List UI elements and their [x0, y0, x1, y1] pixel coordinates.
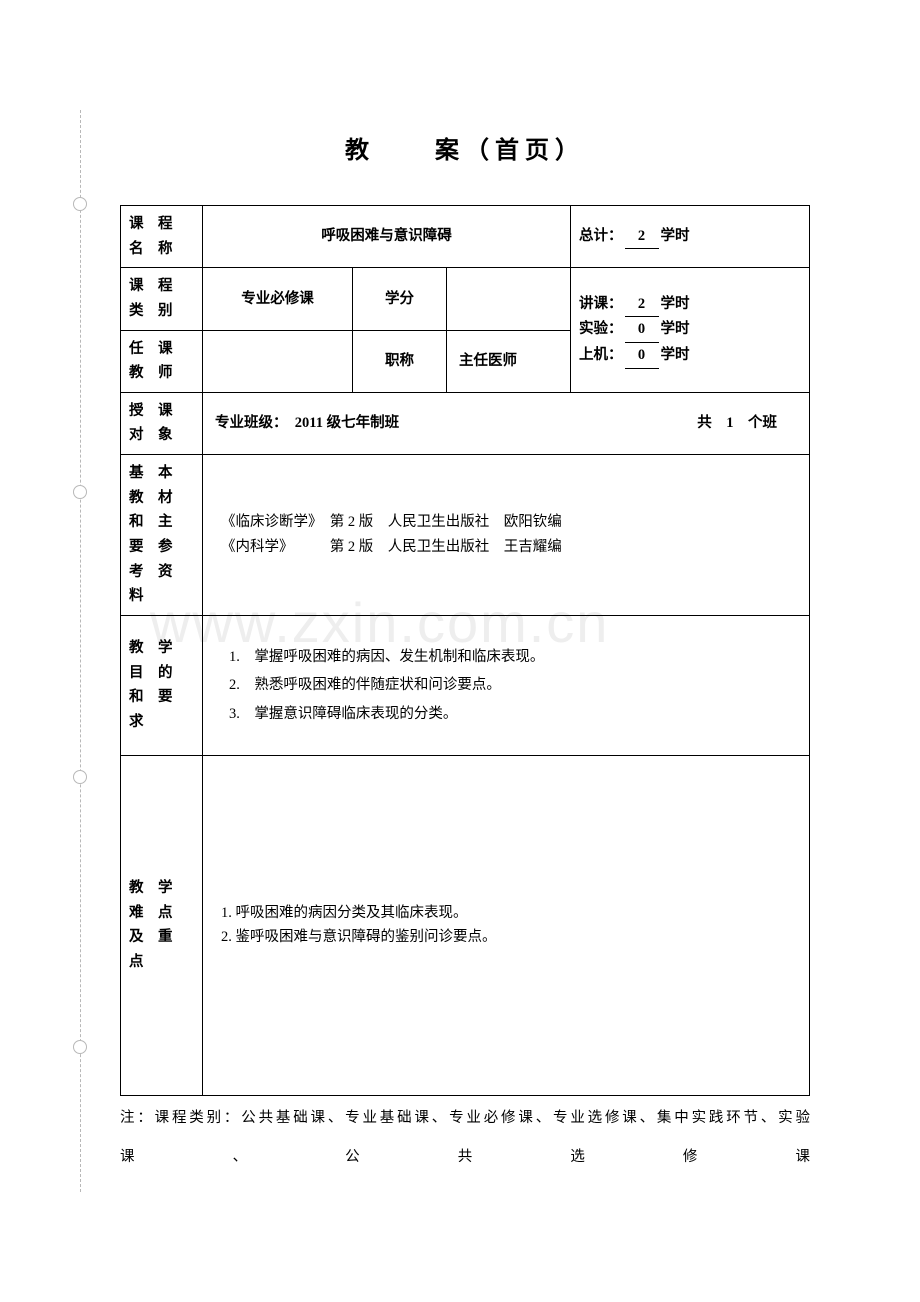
binding-dashed-line	[80, 110, 81, 1192]
binding-ring	[73, 485, 87, 499]
table-row: 基 本 教 材 和 主 要 参 考 资 料 《临床诊断学》 第 2 版 人民卫生…	[121, 455, 810, 616]
label-title-rank: 职称	[353, 330, 447, 392]
label-audience: 授 课 对 象	[121, 392, 203, 454]
value-course-name: 呼吸困难与意识障碍	[203, 206, 571, 268]
label-course-type: 课 程 类 别	[121, 268, 203, 330]
label-course-name: 课 程 名 称	[121, 206, 203, 268]
value-materials: 《临床诊断学》 第 2 版 人民卫生出版社 欧阳钦编 《内科学》 第 2 版 人…	[203, 455, 810, 616]
value-credit	[447, 268, 571, 330]
value-objectives: 1. 掌握呼吸困难的病因、发生机制和临床表现。 2. 熟悉呼吸困难的伴随症状和问…	[203, 615, 810, 755]
footnote-line1: 注：课程类别：公共基础课、专业基础课、专业必修课、专业选修课、集中实践环节、实验	[120, 1102, 810, 1135]
value-title-rank: 主任医师	[447, 330, 571, 392]
label-materials: 基 本 教 材 和 主 要 参 考 资 料	[121, 455, 203, 616]
value-audience: 专业班级： 2011 级七年制班 共 1 个班	[203, 392, 810, 454]
label-keypoints: 教 学 难 点 及 重 点	[121, 755, 203, 1095]
label-objectives: 教 学 目 的 和 要 求	[121, 615, 203, 755]
table-row: 课 程 类 别 专业必修课 学分 讲课：2学时 实验：0学时 上机：0学时	[121, 268, 810, 330]
binding-ring	[73, 197, 87, 211]
lesson-plan-table: 课 程 名 称 呼吸困难与意识障碍 总计：2学时 课 程 类 别 专业必修课 学…	[120, 205, 810, 1096]
binding-ring	[73, 770, 87, 784]
table-row: 教 学 难 点 及 重 点 1. 呼吸困难的病因分类及其临床表现。 2. 鉴呼吸…	[121, 755, 810, 1095]
table-row: 教 学 目 的 和 要 求 1. 掌握呼吸困难的病因、发生机制和临床表现。 2.…	[121, 615, 810, 755]
footnote-line2: 课、公共选修课	[120, 1141, 810, 1174]
value-course-type: 专业必修课	[203, 268, 353, 330]
table-row: 课 程 名 称 呼吸困难与意识障碍 总计：2学时	[121, 206, 810, 268]
table-row: 授 课 对 象 专业班级： 2011 级七年制班 共 1 个班	[121, 392, 810, 454]
value-keypoints: 1. 呼吸困难的病因分类及其临床表现。 2. 鉴呼吸困难与意识障碍的鉴别问诊要点…	[203, 755, 810, 1095]
binding-ring	[73, 1040, 87, 1054]
page-title: 教 案（首页）	[120, 130, 810, 165]
period-breakdown-cell: 讲课：2学时 实验：0学时 上机：0学时	[571, 268, 810, 393]
label-credit: 学分	[353, 268, 447, 330]
value-teacher	[203, 330, 353, 392]
page-content: 教 案（首页） 课 程 名 称 呼吸困难与意识障碍 总计：2学时 课 程 类 别…	[120, 130, 810, 1175]
total-period-cell: 总计：2学时	[571, 206, 810, 268]
label-teacher: 任 课 教 师	[121, 330, 203, 392]
